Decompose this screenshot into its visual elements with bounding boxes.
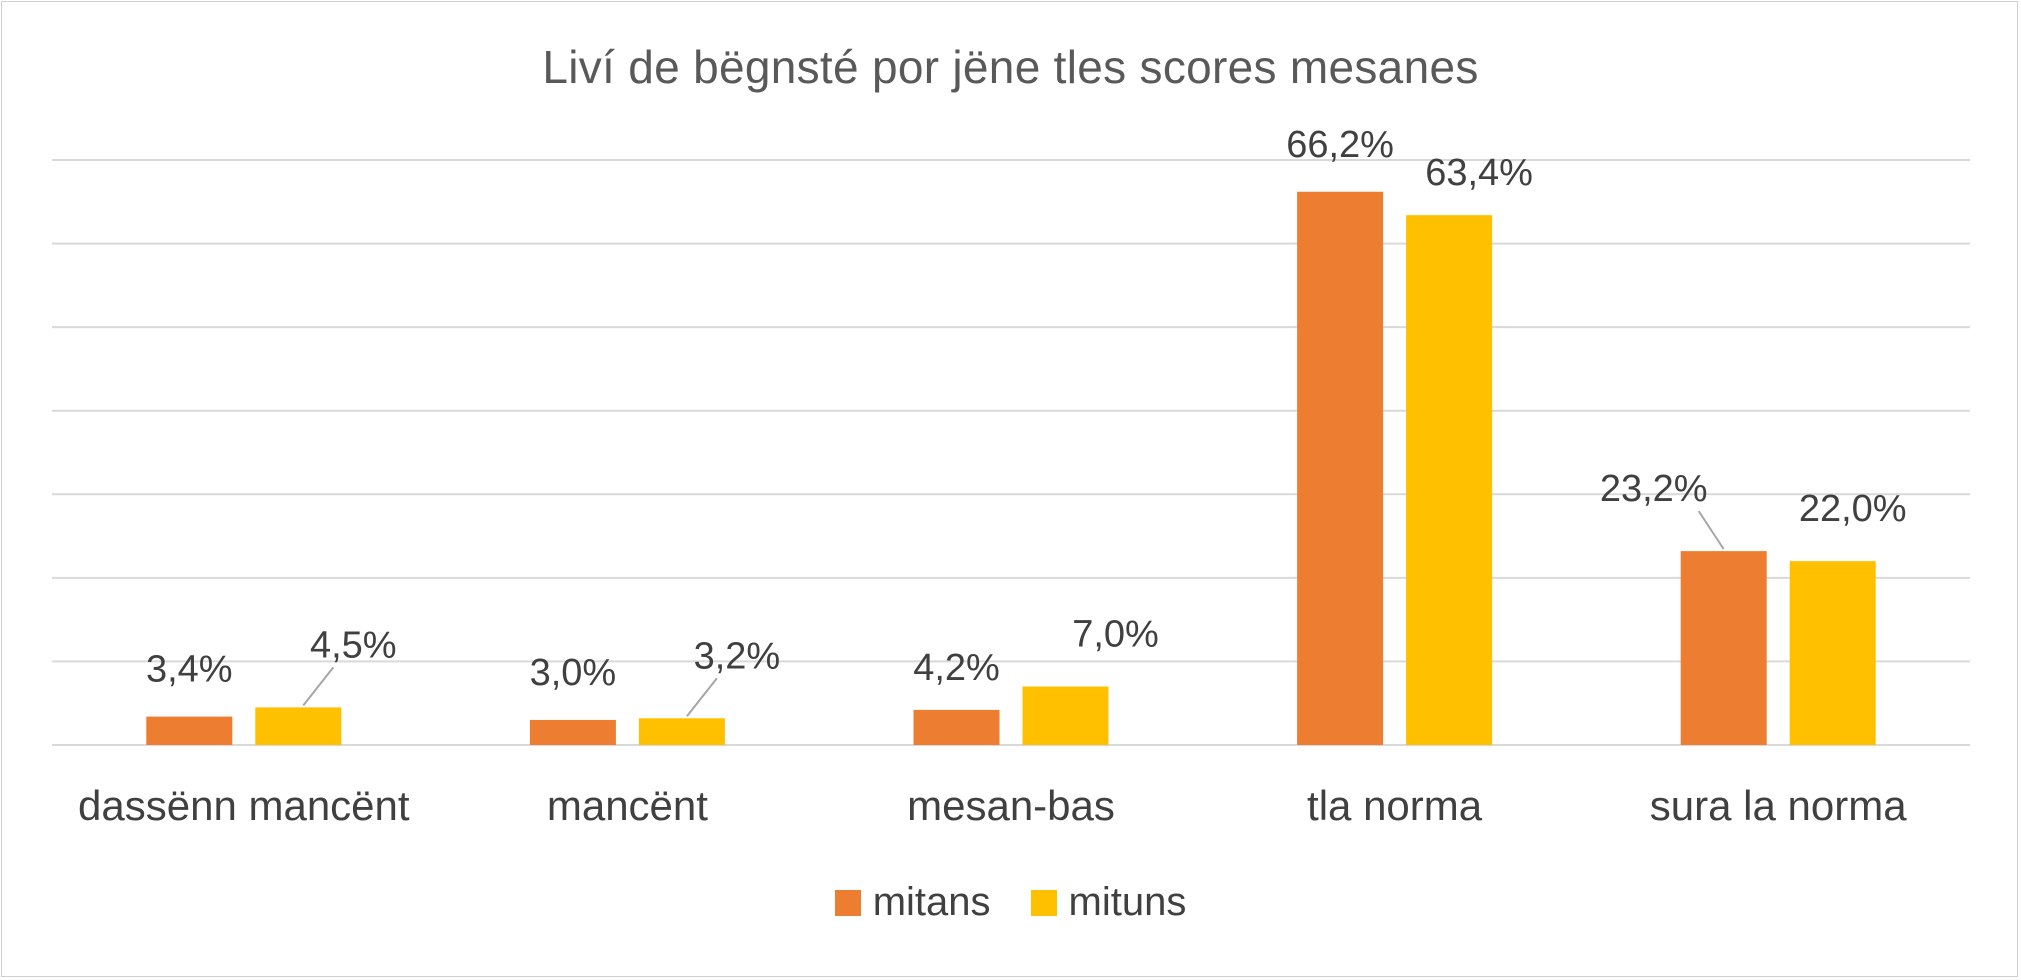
x-tick-label-0: dassënn mancënt [78,782,410,829]
x-tick-label-2: mesan-bas [907,782,1115,829]
x-tick-label-3: tla norma [1307,782,1483,829]
data-label-mitans-2: 4,2% [913,647,1000,689]
data-label-mituns-0: 4,5% [310,624,397,666]
x-tick-label-4: sura la norma [1650,782,1907,829]
bar-mituns-4 [1789,561,1876,745]
legend-item-mituns: mituns [1030,880,1187,925]
bar-mituns-2 [1022,686,1109,745]
legend-swatch-mituns [1030,889,1057,916]
data-label-mituns-3: 63,4% [1425,152,1533,194]
chart-legend: mitans mituns [0,880,2021,925]
legend-label-mitans: mitans [872,880,991,924]
bar-mitans-2 [913,709,1000,745]
bar-mituns-0 [255,707,342,745]
leader-line-mitans-4 [1697,510,1725,550]
x-tick-label-1: mancënt [547,782,708,829]
data-label-mitans-0: 3,4% [146,649,233,691]
bar-mitans-0 [146,716,233,745]
legend-item-mitans: mitans [834,880,991,925]
data-label-mituns-2: 7,0% [1072,614,1159,656]
leader-line-mituns-1 [686,677,718,717]
data-label-mituns-1: 3,2% [694,635,781,677]
chart-title: Liví de bëgnsté por jëne tles scores mes… [542,41,1479,93]
leader-line-mituns-0 [302,666,335,707]
bar-mitans-3 [1297,191,1384,745]
bar-mituns-1 [638,718,725,745]
data-label-mituns-4: 22,0% [1799,488,1907,530]
bar-mitans-1 [529,719,616,745]
data-label-mitans-3: 66,2% [1286,124,1394,166]
legend-label-mituns: mituns [1068,880,1187,924]
data-label-mitans-1: 3,0% [530,652,617,694]
data-label-mitans-4: 23,2% [1600,468,1708,510]
legend-swatch-mitans [834,889,861,916]
bar-mituns-3 [1406,215,1493,745]
bar-mitans-4 [1680,551,1767,745]
